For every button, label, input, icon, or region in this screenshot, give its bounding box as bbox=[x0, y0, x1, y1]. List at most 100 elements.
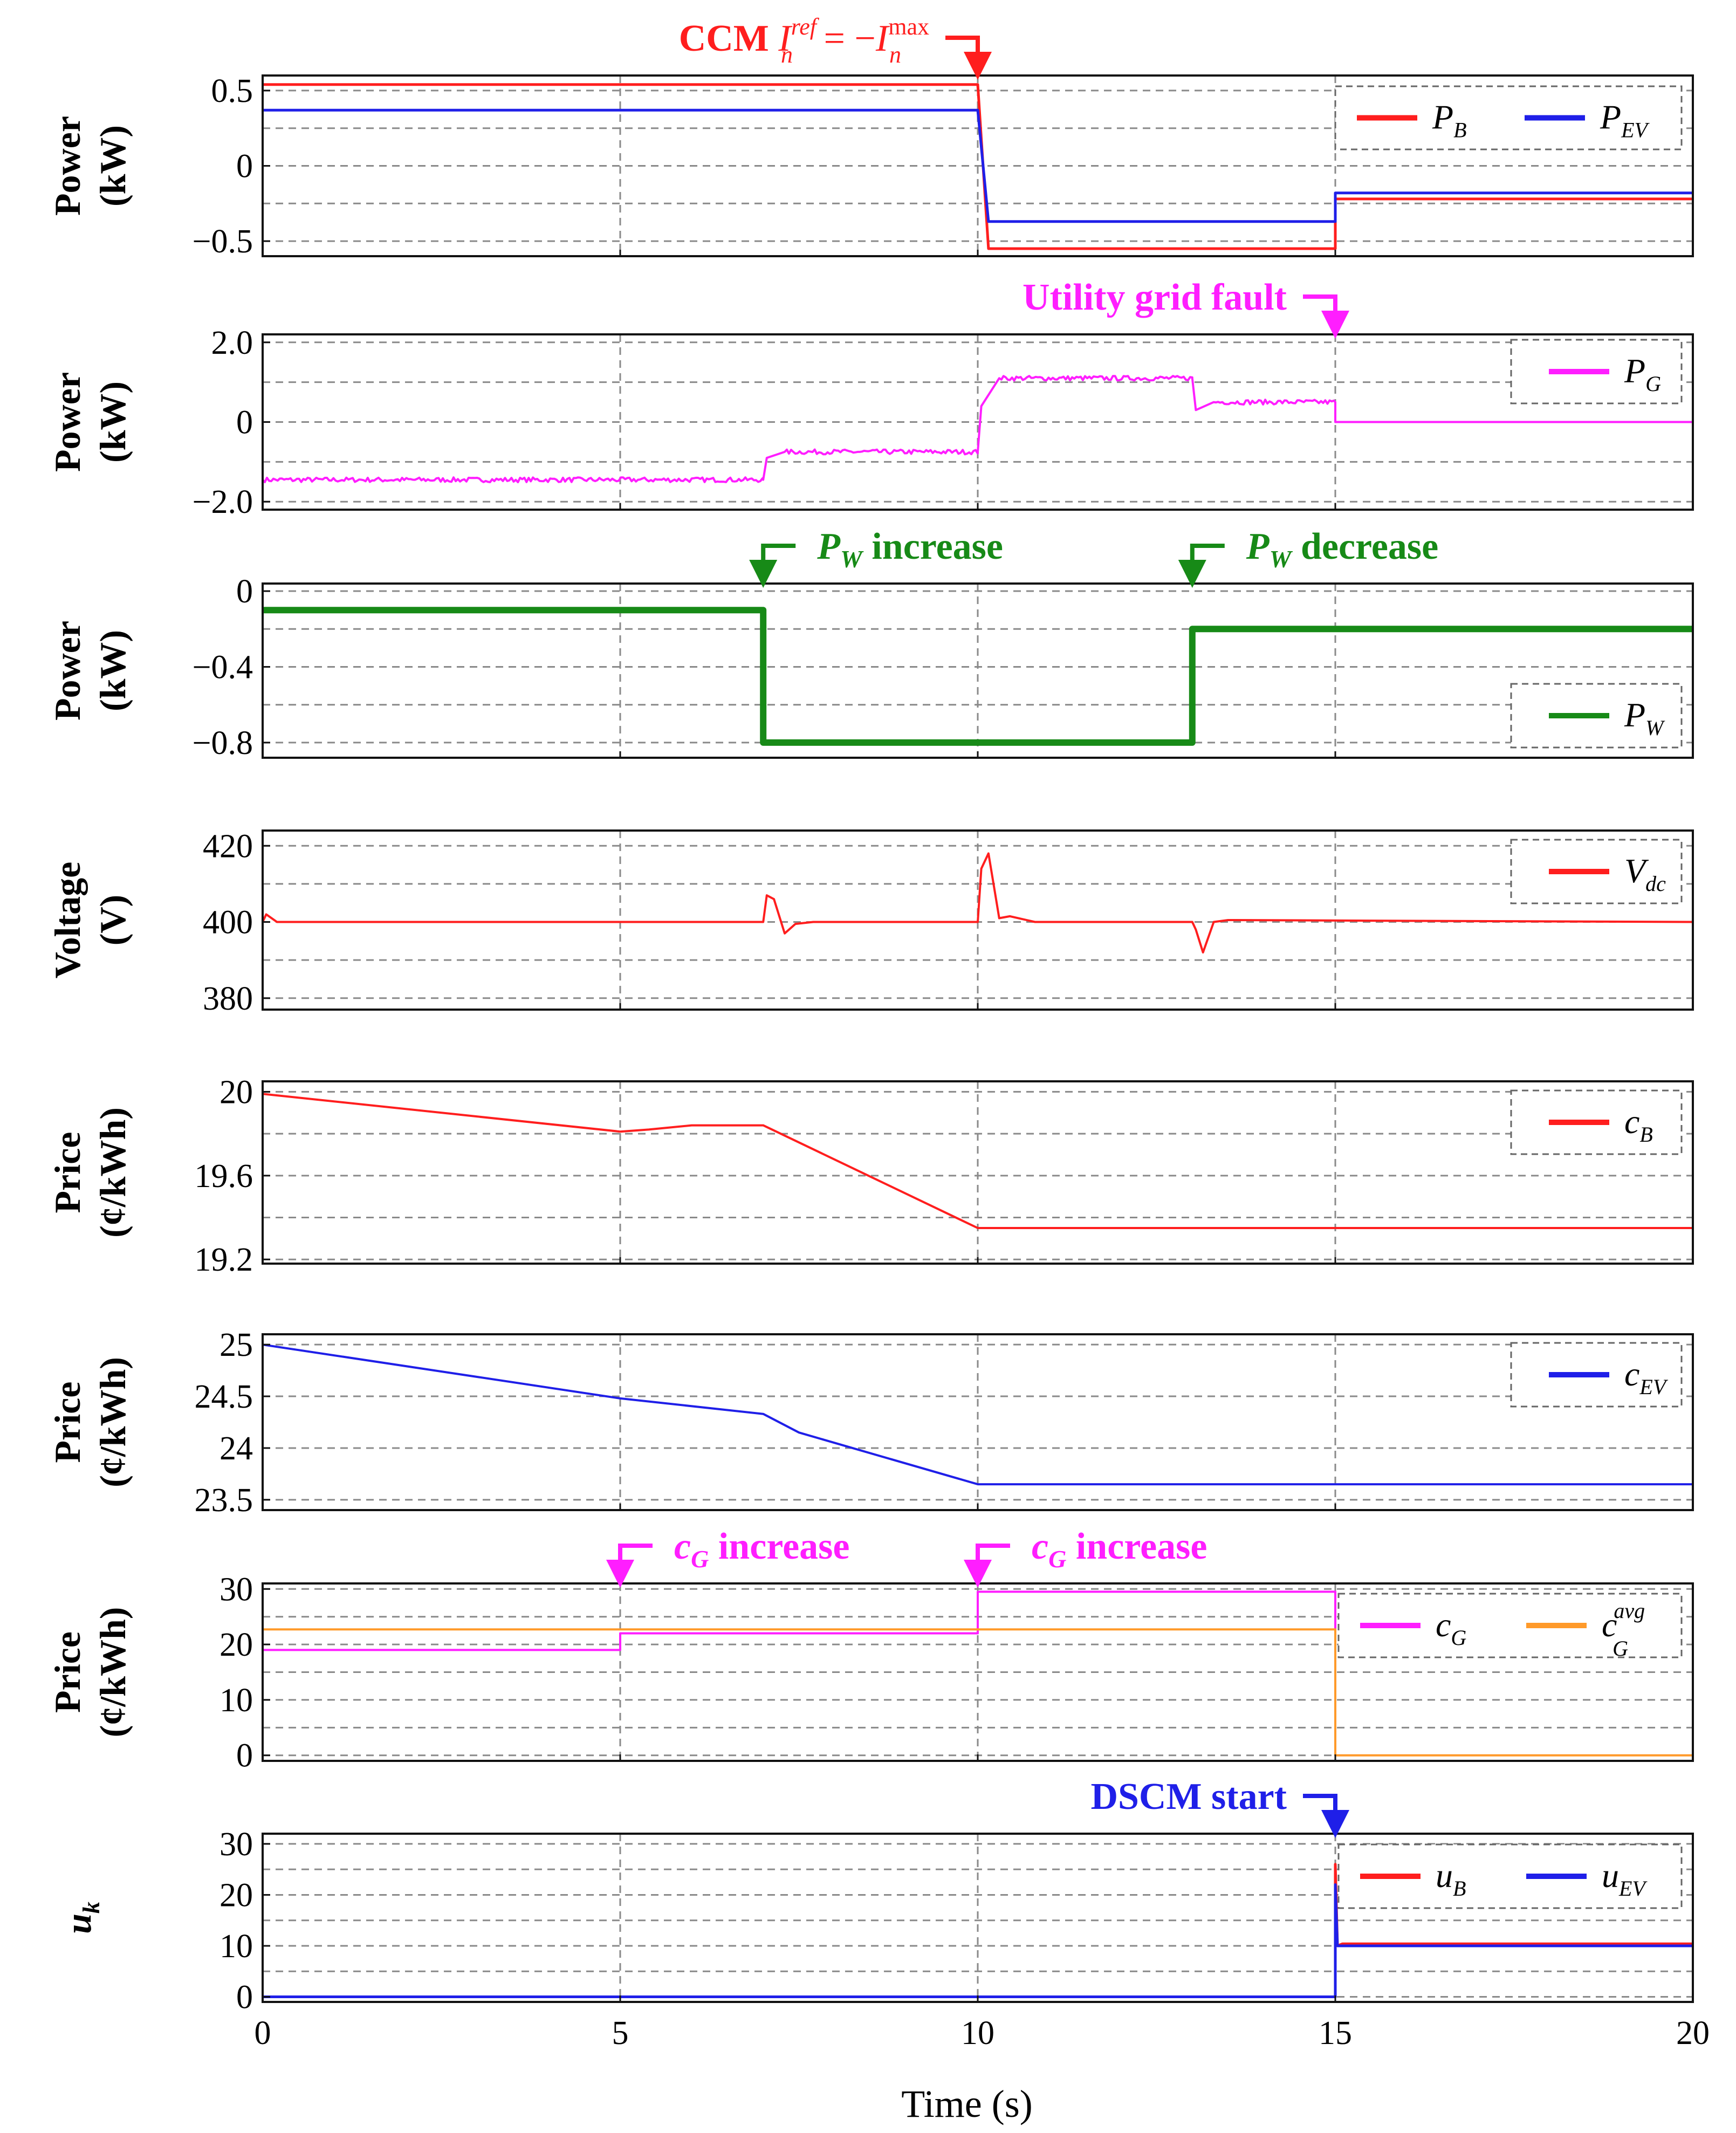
annotation-label: Utility grid fault bbox=[1023, 277, 1287, 318]
legend-label: uB bbox=[1436, 1856, 1466, 1901]
y-tick-label: −2.0 bbox=[193, 484, 253, 520]
series-c-b bbox=[263, 1093, 1693, 1229]
x-tick-label: 10 bbox=[961, 2015, 994, 2052]
y-axis-unit: (kW) bbox=[92, 381, 133, 463]
y-tick-label: 19.6 bbox=[195, 1158, 253, 1195]
y-axis-unit: (kW) bbox=[92, 630, 133, 711]
legend-label: cEV bbox=[1624, 1355, 1669, 1399]
y-tick-label: 2.0 bbox=[211, 325, 253, 361]
y-tick-label: 19.2 bbox=[195, 1242, 253, 1278]
y-axis-label: Voltage bbox=[47, 862, 88, 979]
legend: uB uEV bbox=[1337, 1843, 1683, 1909]
annotation: Utility grid fault bbox=[1023, 277, 1349, 339]
annotation-arrowhead bbox=[1321, 1810, 1349, 1838]
legend-label: PG bbox=[1624, 352, 1661, 396]
legend: cG cavg G bbox=[1337, 1593, 1683, 1661]
legend-label: Vdc bbox=[1624, 852, 1666, 896]
y-axis-unit: (¢/kWh) bbox=[92, 1107, 133, 1238]
y-tick-label: 30 bbox=[219, 1826, 253, 1863]
y-tick-label: −0.8 bbox=[193, 725, 253, 762]
y-axis-unit: (V) bbox=[92, 895, 133, 945]
series-c-g bbox=[263, 1590, 1336, 1651]
y-axis-label: Price bbox=[47, 1631, 88, 1713]
y-tick-label: 10 bbox=[219, 1682, 253, 1719]
legend: PW bbox=[1510, 683, 1683, 749]
legend-label: PEV bbox=[1600, 98, 1650, 142]
y-axis-unit: (¢/kWh) bbox=[92, 1607, 133, 1738]
y-tick-label: 380 bbox=[203, 980, 253, 1017]
annotation-label: cG increase bbox=[1032, 1526, 1207, 1573]
legend-label: uEV bbox=[1602, 1856, 1648, 1901]
series-c-ev bbox=[263, 1343, 1693, 1486]
legend: PB PEV bbox=[1334, 85, 1683, 150]
legend: cB bbox=[1510, 1089, 1683, 1155]
panel-4: 420 400 380 Voltage (V) Vdc bbox=[47, 828, 1694, 1017]
annotation: PW decrease bbox=[1178, 526, 1438, 588]
legend-label: PB bbox=[1432, 98, 1467, 142]
annotations: CCM Iref n = −Imax n Utility grid fault PW i… bbox=[606, 13, 1438, 1838]
y-tick-label: −0.4 bbox=[193, 649, 253, 685]
y-tick-label: 0 bbox=[236, 573, 253, 610]
y-tick-label: 24.5 bbox=[195, 1378, 253, 1415]
series-c-g-avg bbox=[263, 1628, 1693, 1757]
y-axis-label: Price bbox=[47, 1132, 88, 1213]
annotation-arrowhead bbox=[606, 1560, 634, 1588]
annotation: cG increase bbox=[606, 1526, 849, 1588]
x-axis: 0 5 10 15 20 bbox=[255, 2015, 1710, 2052]
annotation-label: PW increase bbox=[816, 526, 1003, 573]
y-tick-label: 23.5 bbox=[195, 1482, 253, 1519]
y-tick-label: −0.5 bbox=[193, 223, 253, 260]
legend: PG bbox=[1510, 339, 1683, 404]
annotation: cG increase bbox=[964, 1526, 1207, 1588]
legend: cEV bbox=[1510, 1342, 1683, 1408]
annotation-arrowhead bbox=[1178, 560, 1206, 588]
panel-6: 25 24.5 24 23.5 Price (¢/kWh) cEV bbox=[47, 1327, 1694, 1519]
series-p-b bbox=[263, 83, 1693, 250]
y-tick-label: 20 bbox=[219, 1074, 253, 1110]
series-p-ev bbox=[263, 108, 1693, 223]
x-tick-label: 5 bbox=[612, 2015, 629, 2052]
legend-label: cavg G bbox=[1602, 1599, 1645, 1661]
panel-8: 30 20 10 0 uk uB uEV bbox=[58, 1826, 1694, 2016]
y-tick-label: 0 bbox=[236, 1979, 253, 2016]
annotation-arrowhead bbox=[749, 560, 778, 588]
y-axis-unit: (¢/kWh) bbox=[92, 1357, 133, 1487]
y-axis-label: uk bbox=[58, 1902, 105, 1934]
series-p-g bbox=[263, 375, 1693, 483]
legend-box bbox=[1510, 1342, 1683, 1408]
y-tick-label: 20 bbox=[219, 1877, 253, 1913]
y-tick-label: 25 bbox=[219, 1327, 253, 1363]
y-tick-label: 0.5 bbox=[211, 73, 253, 109]
y-tick-label: 0 bbox=[236, 404, 253, 441]
panel-3: 0 −0.4 −0.8 Power (kW) PW bbox=[47, 573, 1694, 762]
annotation-label: DSCM start bbox=[1090, 1776, 1287, 1817]
annotation-label: PW decrease bbox=[1246, 526, 1438, 573]
panel-2: 2.0 0 −2.0 Power (kW) PG bbox=[47, 325, 1694, 520]
series-p-w bbox=[263, 607, 1693, 746]
x-axis-label: Time (s) bbox=[901, 2082, 1032, 2125]
y-tick-label: 24 bbox=[219, 1430, 253, 1467]
annotation-label: CCM Iref n = −Imax n bbox=[679, 13, 929, 68]
annotation-label: cG increase bbox=[674, 1526, 849, 1573]
annotation: DSCM start bbox=[1090, 1776, 1349, 1838]
y-axis-label: Power bbox=[47, 372, 88, 472]
annotation: CCM Iref n = −Imax n bbox=[679, 13, 992, 80]
legend-label: cG bbox=[1436, 1606, 1466, 1650]
y-tick-label: 30 bbox=[219, 1571, 253, 1608]
annotation-arrowhead bbox=[964, 1560, 992, 1588]
y-tick-label: 20 bbox=[219, 1627, 253, 1663]
y-tick-label: 420 bbox=[203, 828, 253, 865]
panel-7: 30 20 10 0 Price (¢/kWh) cG cavg G bbox=[47, 1571, 1694, 1774]
y-axis-label: Price bbox=[47, 1382, 88, 1463]
x-tick-label: 15 bbox=[1319, 2015, 1352, 2052]
y-axis-label: Power bbox=[47, 116, 88, 216]
y-tick-label: 400 bbox=[203, 904, 253, 941]
y-tick-label: 0 bbox=[236, 148, 253, 185]
x-tick-label: 20 bbox=[1676, 2015, 1710, 2052]
legend-label: cB bbox=[1624, 1102, 1653, 1147]
panel-1: 0.5 0 −0.5 Power (kW) PB PEV bbox=[47, 73, 1694, 260]
y-axis-unit: (kW) bbox=[92, 125, 133, 207]
x-tick-label: 0 bbox=[255, 2015, 271, 2052]
